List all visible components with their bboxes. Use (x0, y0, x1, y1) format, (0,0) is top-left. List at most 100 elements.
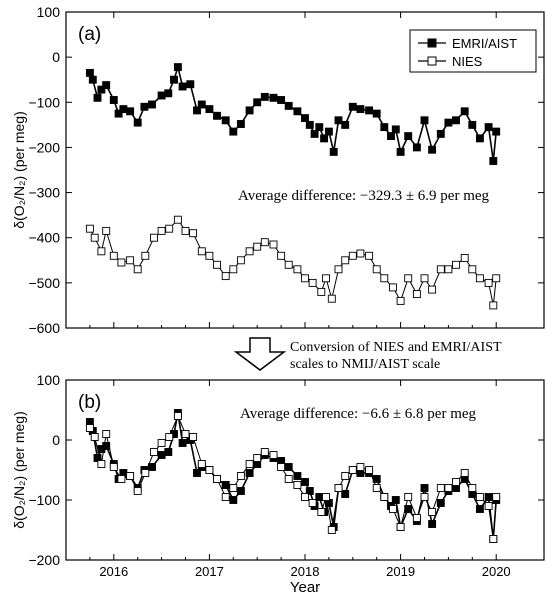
point-nies (301, 274, 309, 283)
point-nies (436, 265, 445, 274)
point-nies (236, 472, 245, 480)
point-nies (412, 514, 421, 522)
point-nies (317, 508, 326, 516)
panel-b-x-axis: 2016 2017 2018 2019 2020 (89, 380, 511, 579)
point-nies (221, 493, 230, 501)
point-nies (327, 294, 336, 303)
point-emri (293, 472, 302, 480)
panel-a-series (85, 63, 501, 310)
point-emri (356, 105, 365, 114)
point-nies (322, 274, 330, 283)
point-emri (170, 75, 178, 84)
point-nies (205, 466, 214, 474)
point-nies (284, 475, 293, 483)
panel-a-ylabel: δ(O₂/N₂) (per meg) (11, 111, 27, 228)
y-tick-label: −300 (28, 185, 60, 201)
point-nies (102, 226, 111, 235)
point-emri (277, 96, 286, 104)
point-nies (444, 265, 453, 274)
point-nies (277, 463, 286, 471)
point-nies (412, 290, 421, 299)
point-nies (348, 251, 357, 260)
point-nies (420, 493, 429, 501)
point-nies (468, 484, 477, 492)
down-arrow-icon (233, 337, 287, 371)
point-nies (236, 256, 245, 265)
point-emri (97, 85, 106, 94)
point-emri (284, 101, 293, 110)
point-emri (420, 116, 429, 125)
point-nies (341, 256, 350, 265)
point-emri (305, 487, 314, 495)
panel-b: (b) Average difference: −6.6 ± 6.8 per m… (11, 372, 545, 596)
y-tick-label: 0 (52, 432, 60, 448)
point-emri (236, 120, 245, 128)
point-emri (334, 116, 343, 125)
point-emri (85, 68, 94, 77)
panel-a-x-axis (89, 12, 497, 328)
point-nies (301, 493, 309, 501)
point-nies (341, 472, 350, 480)
point-emri (119, 105, 128, 114)
y-tick-label: −100 (28, 94, 60, 110)
point-nies (334, 265, 343, 274)
x-tick-label: 2018 (291, 564, 320, 579)
point-emri (269, 93, 278, 102)
panel-b-label: (b) (78, 392, 101, 413)
point-nies (348, 466, 357, 474)
point-emri (88, 75, 97, 84)
point-emri (372, 475, 381, 483)
point-emri (148, 100, 156, 109)
conversion-note-line2: scales to NMIJ/AIST scale (290, 357, 440, 372)
point-emri (221, 481, 230, 489)
point-nies (284, 260, 293, 269)
point-nies (404, 274, 413, 283)
point-nies (308, 499, 317, 507)
conversion-note-line1: Conversion of NIES and EMRI/AIST (290, 340, 502, 355)
point-emri (396, 147, 405, 156)
point-nies (492, 493, 501, 501)
point-emri (391, 496, 400, 504)
point-nies (173, 215, 182, 224)
x-tick-label: 2020 (482, 564, 511, 579)
point-emri (229, 496, 238, 504)
point-emri (193, 106, 201, 115)
y-tick-label: −200 (28, 552, 60, 568)
point-emri (284, 463, 293, 471)
point-nies (322, 493, 330, 501)
y-tick-label: −500 (28, 275, 60, 291)
point-emri (489, 157, 498, 165)
point-nies (141, 469, 150, 477)
y-tick-label: −600 (28, 320, 60, 336)
y-tick-label: 100 (37, 4, 61, 20)
point-nies (460, 254, 469, 262)
point-emri (133, 118, 142, 127)
point-emri (492, 127, 501, 136)
point-emri (348, 102, 357, 111)
panel-b-annotation: Average difference: −6.6 ± 6.8 per meg (240, 406, 477, 422)
point-nies (484, 502, 493, 510)
point-nies (428, 285, 437, 294)
legend-label-emri: EMRI/AIST (452, 36, 517, 51)
point-nies (205, 251, 214, 260)
point-nies (260, 448, 269, 456)
panel-b-ylabel: δ(O₂/N₂) (per meg) (11, 411, 27, 528)
point-nies (475, 493, 484, 501)
point-nies (189, 229, 198, 238)
point-nies (277, 251, 286, 260)
point-nies (157, 226, 166, 235)
point-nies (150, 448, 158, 456)
point-nies (253, 242, 262, 251)
point-emri (341, 490, 350, 498)
panel-a: (a) Average difference: −329.3 ± 6.9 per… (11, 4, 545, 336)
point-nies (173, 412, 182, 420)
panel-a-label: (a) (78, 24, 101, 45)
x-tick-label: 2017 (195, 564, 224, 579)
point-emri (404, 132, 413, 141)
point-emri (236, 487, 245, 495)
point-emri (229, 127, 238, 136)
point-emri (404, 505, 413, 513)
point-nies (404, 493, 413, 501)
point-nies (380, 493, 389, 501)
point-nies (293, 265, 302, 274)
